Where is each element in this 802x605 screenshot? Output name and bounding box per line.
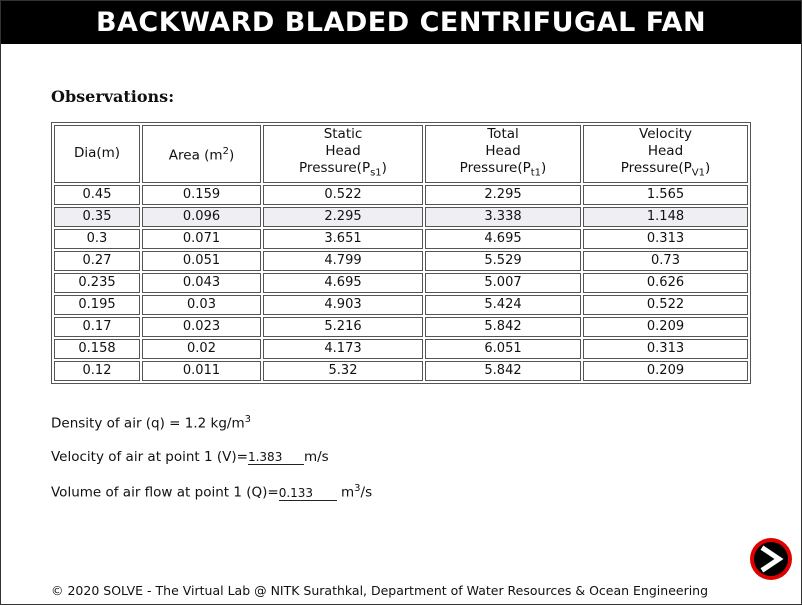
table-row: 0.195 0.03 4.903 5.424 0.522 xyxy=(54,294,748,315)
header-area: Area (m2) xyxy=(142,125,261,183)
observations-heading: Observations: xyxy=(51,87,175,106)
table-row: 0.235 0.043 4.695 5.007 0.626 xyxy=(54,272,748,293)
cell-static: 0.522 xyxy=(263,184,423,205)
cell-area: 0.011 xyxy=(142,360,261,381)
cell-dia: 0.17 xyxy=(54,316,140,337)
header-velocity-head: Velocity Head Pressure(PV1) xyxy=(583,125,748,183)
chevron-right-icon xyxy=(760,545,784,573)
table-row: 0.35 0.096 2.295 3.338 1.148 xyxy=(54,206,748,227)
cell-velocity: 0.522 xyxy=(583,294,748,315)
cell-velocity: 0.73 xyxy=(583,250,748,271)
cell-total: 4.695 xyxy=(425,228,581,249)
table-row: 0.27 0.051 4.799 5.529 0.73 xyxy=(54,250,748,271)
cell-total: 5.007 xyxy=(425,272,581,293)
volume-value: 0.133 xyxy=(278,486,337,501)
cell-dia: 0.35 xyxy=(54,206,140,227)
cell-dia: 0.45 xyxy=(54,184,140,205)
cell-total: 5.424 xyxy=(425,294,581,315)
table-row: 0.17 0.023 5.216 5.842 0.209 xyxy=(54,316,748,337)
cell-area: 0.096 xyxy=(142,206,261,227)
cell-static: 4.903 xyxy=(263,294,423,315)
cell-total: 2.295 xyxy=(425,184,581,205)
table-row: 0.12 0.011 5.32 5.842 0.209 xyxy=(54,360,748,381)
cell-velocity: 1.148 xyxy=(583,206,748,227)
cell-velocity: 0.626 xyxy=(583,272,748,293)
header-total-head: Total Head Pressure(Pt1) xyxy=(425,125,581,183)
cell-static: 4.799 xyxy=(263,250,423,271)
cell-velocity: 0.313 xyxy=(583,338,748,359)
cell-velocity: 0.313 xyxy=(583,228,748,249)
cell-dia: 0.27 xyxy=(54,250,140,271)
cell-area: 0.03 xyxy=(142,294,261,315)
cell-dia: 0.195 xyxy=(54,294,140,315)
cell-dia: 0.12 xyxy=(54,360,140,381)
cell-velocity: 0.209 xyxy=(583,316,748,337)
cell-velocity: 1.565 xyxy=(583,184,748,205)
footer-text: © 2020 SOLVE - The Virtual Lab @ NITK Su… xyxy=(51,583,709,598)
table-row: 0.3 0.071 3.651 4.695 0.313 xyxy=(54,228,748,249)
cell-static: 4.695 xyxy=(263,272,423,293)
cell-dia: 0.3 xyxy=(54,228,140,249)
cell-area: 0.051 xyxy=(142,250,261,271)
cell-total: 5.842 xyxy=(425,360,581,381)
observations-table: Dia(m) Area (m2) Static Head Pressure(Ps… xyxy=(51,122,751,384)
cell-static: 5.216 xyxy=(263,316,423,337)
cell-velocity: 0.209 xyxy=(583,360,748,381)
cell-area: 0.159 xyxy=(142,184,261,205)
cell-static: 4.173 xyxy=(263,338,423,359)
cell-total: 3.338 xyxy=(425,206,581,227)
table-header-row: Dia(m) Area (m2) Static Head Pressure(Ps… xyxy=(54,125,748,183)
cell-total: 5.529 xyxy=(425,250,581,271)
cell-static: 2.295 xyxy=(263,206,423,227)
cell-total: 5.842 xyxy=(425,316,581,337)
header-static-head: Static Head Pressure(Ps1) xyxy=(263,125,423,183)
next-button[interactable] xyxy=(750,538,792,580)
cell-area: 0.02 xyxy=(142,338,261,359)
cell-dia: 0.235 xyxy=(54,272,140,293)
cell-static: 3.651 xyxy=(263,228,423,249)
header-dia: Dia(m) xyxy=(54,125,140,183)
table-row: 0.158 0.02 4.173 6.051 0.313 xyxy=(54,338,748,359)
cell-total: 6.051 xyxy=(425,338,581,359)
cell-area: 0.023 xyxy=(142,316,261,337)
density-text: Density of air (q) = 1.2 kg/m3 xyxy=(51,414,252,432)
volume-text: Volume of air flow at point 1 (Q)=0.133 … xyxy=(51,483,373,501)
table-row: 0.45 0.159 0.522 2.295 1.565 xyxy=(54,184,748,205)
cell-area: 0.071 xyxy=(142,228,261,249)
velocity-text: Velocity of air at point 1 (V)=1.383 m/s xyxy=(51,449,329,465)
page-title: BACKWARD BLADED CENTRIFUGAL FAN xyxy=(1,1,801,44)
cell-static: 5.32 xyxy=(263,360,423,381)
table-body: 0.45 0.159 0.522 2.295 1.565 0.35 0.096 2.295 3.… xyxy=(54,184,748,381)
cell-dia: 0.158 xyxy=(54,338,140,359)
velocity-value: 1.383 xyxy=(247,450,304,465)
cell-area: 0.043 xyxy=(142,272,261,293)
